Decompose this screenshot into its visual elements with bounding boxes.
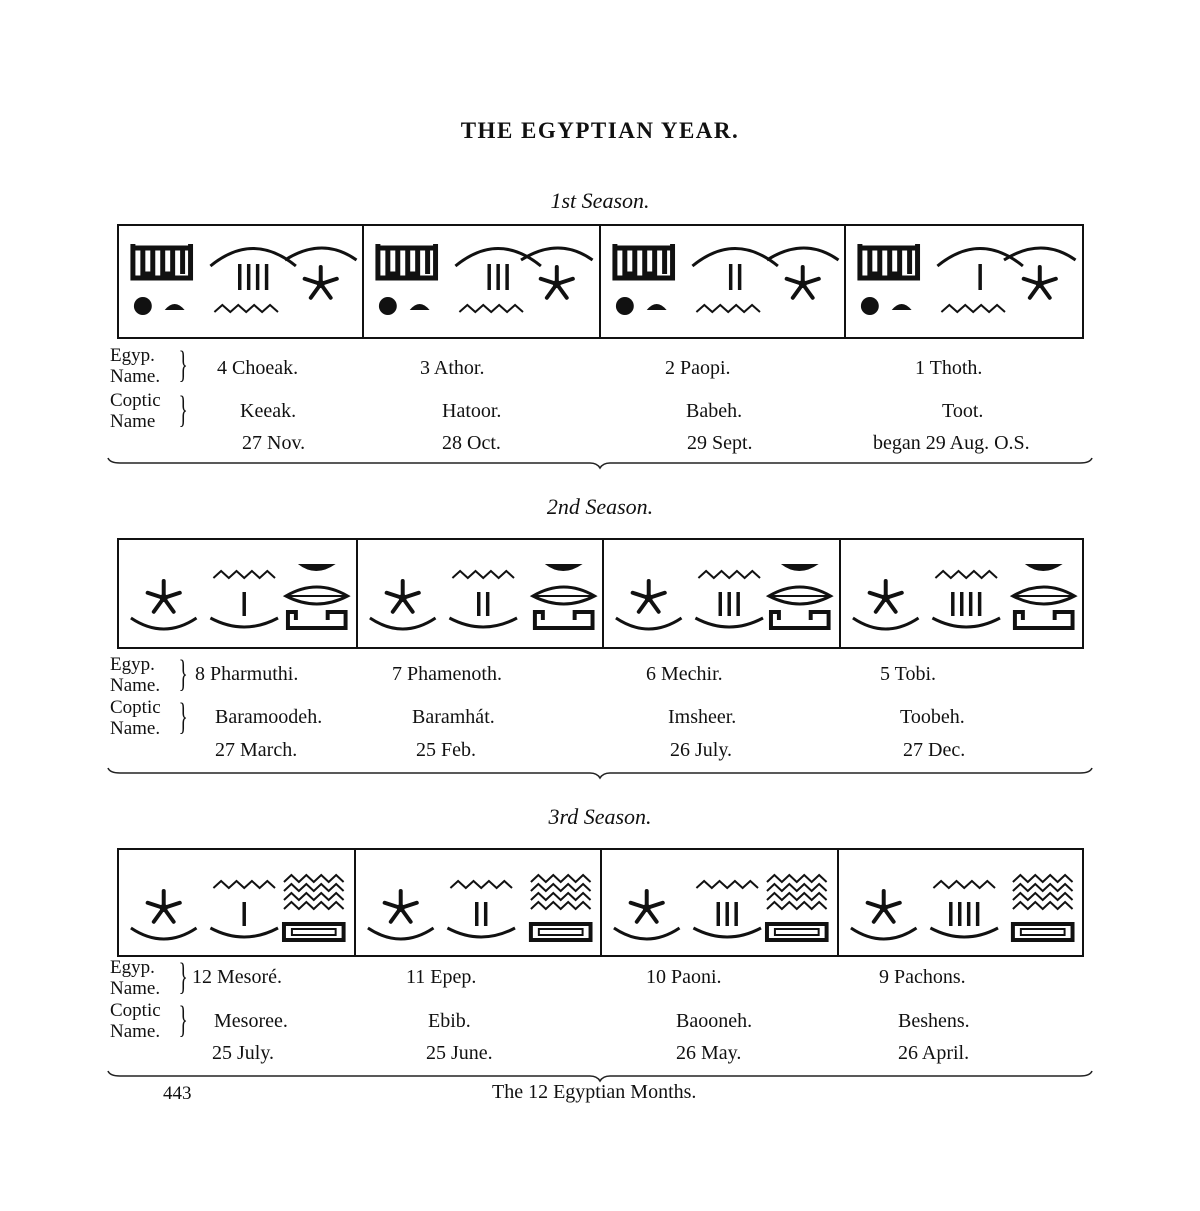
month-coptic: Baramoodeh. (215, 706, 323, 728)
season-brace (107, 1070, 1093, 1083)
hieroglyph-icon (130, 564, 351, 631)
row-label: Egyp. (110, 957, 155, 978)
month-egyp: 8 Pharmuthi. (195, 663, 299, 685)
hieroglyph-cell (119, 540, 358, 647)
month-date: 27 Nov. (242, 432, 306, 454)
month-date: 25 June. (426, 1042, 493, 1064)
month-egyp: 1 Thoth. (915, 357, 983, 379)
row-label: Name. (110, 675, 161, 696)
brace-icon: } (178, 653, 188, 695)
row-label: Name (110, 411, 156, 432)
month-egyp: 9 Pachons. (879, 966, 966, 988)
month-egyp: 6 Mechir. (646, 663, 723, 685)
caption: The 12 Egyptian Months. (492, 1081, 697, 1103)
row-label: Name. (110, 1021, 161, 1042)
month-coptic: Mesoree. (214, 1010, 288, 1032)
brace-icon: } (178, 956, 188, 998)
hieroglyph-icon (368, 564, 598, 631)
month-coptic: Toobeh. (900, 706, 965, 728)
hieroglyph-icon (366, 873, 593, 942)
hieroglyph-icon (612, 244, 840, 315)
hieroglyph-cell (601, 226, 847, 337)
month-egyp: 10 Paoni. (646, 966, 722, 988)
month-coptic: Babeh. (686, 400, 743, 422)
hieroglyph-cell (119, 850, 356, 955)
page-number: 443 (163, 1083, 192, 1104)
row-label: Egyp. (110, 345, 155, 366)
month-date: 26 April. (898, 1042, 970, 1064)
hieroglyph-cell (839, 850, 1082, 955)
month-egyp: 11 Epep. (406, 966, 477, 988)
hieroglyph-cell (604, 540, 841, 647)
hieroglyph-table (117, 538, 1084, 649)
brace-icon: } (178, 696, 188, 738)
month-date: began 29 Aug. O.S. (873, 432, 1030, 454)
hieroglyph-icon (849, 873, 1075, 942)
month-egyp: 5 Tobi. (880, 663, 937, 685)
month-coptic: Hatoor. (442, 400, 502, 422)
month-coptic: Baramhát. (412, 706, 495, 728)
season-title: 1st Season. (550, 188, 650, 213)
row-label: Coptic (110, 1000, 161, 1021)
hieroglyph-cell (602, 850, 839, 955)
hieroglyph-cell (364, 226, 601, 337)
month-coptic: Baooneh. (676, 1010, 753, 1032)
hieroglyph-cell (358, 540, 604, 647)
month-coptic: Imsheer. (668, 706, 737, 728)
month-date: 29 Sept. (687, 432, 753, 454)
month-coptic: Beshens. (898, 1010, 970, 1032)
row-label: Name. (110, 978, 161, 999)
month-date: 28 Oct. (442, 432, 501, 454)
month-date: 26 May. (676, 1042, 742, 1064)
month-date: 26 July. (670, 739, 733, 761)
hieroglyph-cell (846, 226, 1082, 337)
season-brace (107, 767, 1093, 780)
season-title: 2nd Season. (546, 494, 654, 519)
row-label: Name. (110, 366, 161, 387)
hieroglyph-icon (613, 873, 829, 942)
page-title: THE EGYPTIAN YEAR. (460, 118, 740, 143)
month-date: 27 Dec. (903, 739, 966, 761)
month-egyp: 4 Choeak. (217, 357, 299, 379)
hieroglyph-icon (130, 244, 358, 315)
month-coptic: Ebib. (428, 1010, 471, 1032)
month-coptic: Toot. (942, 400, 984, 422)
brace-icon: } (178, 344, 188, 386)
hieroglyph-icon (375, 244, 594, 315)
month-date: 25 Feb. (416, 739, 476, 761)
hieroglyph-cell (356, 850, 602, 955)
hieroglyph-table (117, 848, 1084, 957)
season-title: 3rd Season. (548, 804, 652, 829)
hieroglyph-cell (841, 540, 1082, 647)
hieroglyph-table (117, 224, 1084, 339)
hieroglyph-icon (130, 873, 346, 942)
hieroglyph-icon (851, 564, 1078, 631)
hieroglyph-icon (857, 244, 1077, 315)
hieroglyph-icon (615, 564, 834, 631)
month-egyp: 2 Paopi. (665, 357, 731, 379)
month-date: 25 July. (212, 1042, 275, 1064)
row-label: Name. (110, 718, 161, 739)
month-egyp: 7 Phamenoth. (392, 663, 502, 685)
month-egyp: 3 Athor. (420, 357, 485, 379)
brace-icon: } (178, 389, 188, 431)
row-label: Coptic (110, 697, 161, 718)
month-egyp: 12 Mesoré. (192, 966, 282, 988)
row-label: Egyp. (110, 654, 155, 675)
season-brace (107, 457, 1093, 470)
month-date: 27 March. (215, 739, 298, 761)
hieroglyph-cell (119, 226, 365, 337)
month-coptic: Keeak. (240, 400, 297, 422)
brace-icon: } (178, 999, 188, 1041)
row-label: Coptic (110, 390, 161, 411)
